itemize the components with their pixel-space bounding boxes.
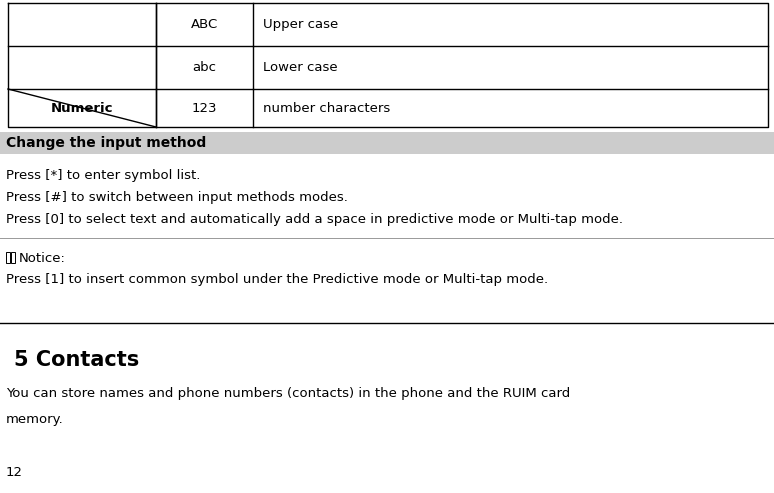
Bar (6, 252, 10, 263)
Text: memory.: memory. (6, 414, 63, 426)
Text: You can store names and phone numbers (contacts) in the phone and the RUIM card: You can store names and phone numbers (c… (6, 387, 570, 400)
Text: ABC: ABC (191, 18, 218, 31)
Text: 5 Contacts: 5 Contacts (14, 350, 139, 370)
Text: Press [*] to enter symbol list.: Press [*] to enter symbol list. (6, 169, 200, 181)
Text: 12: 12 (6, 466, 23, 480)
Text: Upper case: Upper case (263, 18, 338, 31)
Text: Press [1] to insert common symbol under the Predictive mode or Multi-tap mode.: Press [1] to insert common symbol under … (6, 274, 548, 286)
Text: Change the input method: Change the input method (6, 136, 206, 150)
Text: Numeric: Numeric (51, 102, 113, 114)
Text: Press [#] to switch between input methods modes.: Press [#] to switch between input method… (6, 190, 348, 204)
Text: Press [0] to select text and automatically add a space in predictive mode or Mul: Press [0] to select text and automatical… (6, 212, 623, 225)
Bar (11, 252, 15, 263)
Text: Lower case: Lower case (263, 61, 337, 74)
Text: number characters: number characters (263, 102, 390, 114)
Text: 123: 123 (192, 102, 217, 114)
Bar (0, 132, 774, 154)
Text: abc: abc (193, 61, 217, 74)
Text: Notice:: Notice: (19, 251, 66, 265)
